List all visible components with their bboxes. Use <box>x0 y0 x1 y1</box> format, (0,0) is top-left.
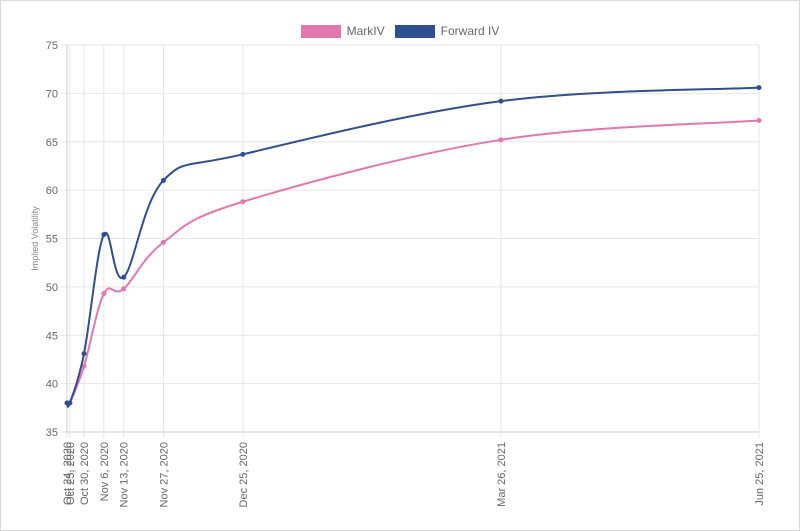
x-tick-label: Nov 13, 2020 <box>119 442 131 507</box>
data-point-markiv[interactable] <box>81 363 87 369</box>
chart-series <box>64 85 762 408</box>
y-tick-label: 50 <box>46 282 58 294</box>
data-point-forward-iv[interactable] <box>756 85 762 91</box>
x-tick-label: Nov 6, 2020 <box>99 442 111 501</box>
y-tick-label: 70 <box>46 88 58 100</box>
data-point-markiv[interactable] <box>101 291 107 297</box>
x-tick-label: Mar 26, 2021 <box>496 442 508 507</box>
data-point-forward-iv[interactable] <box>67 400 73 406</box>
y-axis-ticks: 35 40 45 50 55 60 65 70 75 <box>46 40 58 439</box>
data-point-forward-iv[interactable] <box>81 351 87 357</box>
x-tick-label: Dec 25, 2020 <box>238 442 250 507</box>
y-axis-title: Implied Volatility <box>30 206 40 271</box>
x-tick-label: Oct 25, 2020 <box>65 442 77 505</box>
y-tick-label: 65 <box>46 137 58 149</box>
legend-item-forward-iv[interactable]: Forward IV <box>394 24 500 38</box>
y-tick-label: 45 <box>46 330 58 342</box>
chart-grid <box>61 44 760 438</box>
legend-label-forward-iv: Forward IV <box>440 24 500 38</box>
data-point-forward-iv[interactable] <box>121 274 127 280</box>
legend-item-markiv[interactable]: MarkIV <box>300 24 385 38</box>
y-tick-label: 35 <box>46 427 58 439</box>
data-point-forward-iv[interactable] <box>101 232 107 238</box>
data-point-markiv[interactable] <box>240 199 246 205</box>
y-tick-label: 55 <box>46 234 58 246</box>
data-point-markiv[interactable] <box>756 117 762 123</box>
series-line-forward-iv <box>66 86 760 408</box>
y-tick-label: 40 <box>46 379 58 391</box>
chart-legend: MarkIV Forward IV <box>0 22 800 40</box>
x-tick-label: Jun 25, 2021 <box>754 442 766 506</box>
data-point-markiv[interactable] <box>160 239 166 245</box>
data-point-markiv[interactable] <box>121 286 127 292</box>
x-tick-label: Nov 27, 2020 <box>158 442 170 507</box>
legend-label-markiv: MarkIV <box>346 24 385 38</box>
legend-swatch-forward-iv <box>394 24 435 38</box>
x-tick-label: Oct 30, 2020 <box>79 442 91 505</box>
data-point-forward-iv[interactable] <box>160 177 166 183</box>
series-line-markiv <box>66 119 760 407</box>
y-tick-label: 60 <box>46 185 58 197</box>
data-point-markiv[interactable] <box>498 137 504 143</box>
data-point-forward-iv[interactable] <box>498 98 504 104</box>
y-tick-label: 75 <box>46 40 58 52</box>
data-point-forward-iv[interactable] <box>240 151 246 157</box>
legend-swatch-markiv <box>300 24 341 38</box>
x-tick-label: Oct 24, 2020 <box>62 442 74 505</box>
